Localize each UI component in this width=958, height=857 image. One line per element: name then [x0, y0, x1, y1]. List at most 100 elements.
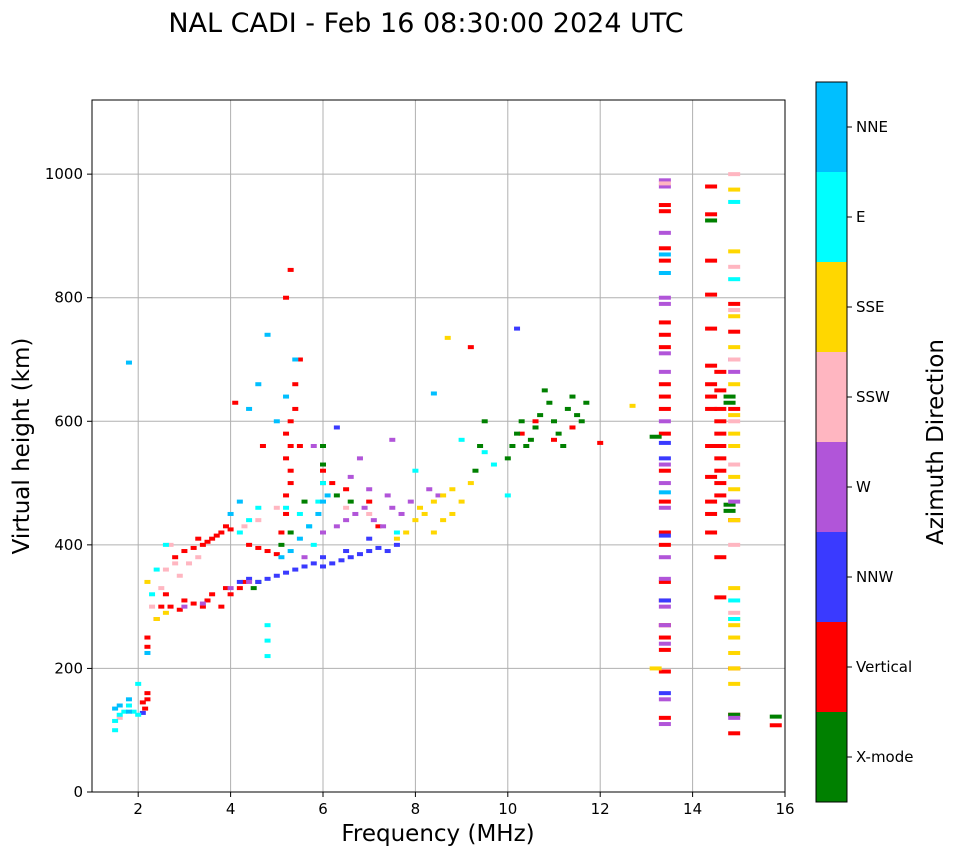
data-point — [658, 542, 671, 547]
data-point — [144, 691, 151, 696]
data-point — [320, 481, 326, 486]
data-point — [658, 499, 671, 504]
data-point — [728, 357, 741, 362]
series-ssw — [116, 172, 741, 720]
series-e — [112, 199, 741, 733]
data-point — [320, 530, 326, 535]
data-point — [658, 184, 671, 189]
data-point — [209, 536, 216, 541]
data-point — [149, 604, 156, 609]
data-point — [430, 499, 437, 504]
data-point — [728, 413, 741, 418]
data-point — [658, 230, 671, 235]
data-point — [658, 456, 671, 461]
data-point — [551, 419, 557, 424]
data-point — [384, 493, 391, 498]
data-point — [366, 499, 373, 504]
data-point — [481, 450, 488, 455]
data-point — [440, 518, 447, 523]
data-point — [204, 598, 211, 603]
data-point — [296, 511, 303, 516]
data-point — [723, 400, 736, 405]
data-point — [333, 493, 340, 498]
colorbar-label: Azimuth Direction — [923, 339, 949, 545]
plot-frame — [91, 99, 786, 793]
data-point — [658, 505, 671, 510]
data-point — [728, 301, 741, 306]
data-point — [407, 499, 414, 504]
data-point — [467, 481, 474, 486]
data-point — [658, 576, 671, 581]
data-point — [728, 617, 741, 621]
data-point — [658, 490, 671, 495]
data-point — [296, 536, 303, 541]
data-point — [352, 511, 359, 516]
data-point — [560, 444, 567, 448]
data-point — [236, 530, 243, 535]
y-tick-label: 800 — [54, 289, 83, 307]
data-point — [658, 697, 671, 702]
data-point — [264, 638, 271, 643]
data-point — [658, 419, 671, 424]
colorbar-frame — [815, 81, 848, 803]
x-axis-ticks: 2 4 6 8 10 12 14 16 — [133, 792, 795, 818]
data-point — [287, 549, 294, 554]
data-point — [333, 425, 340, 430]
data-point — [246, 576, 253, 581]
data-point — [283, 505, 290, 510]
data-point — [440, 493, 447, 498]
data-point — [320, 499, 326, 504]
data-point — [264, 332, 271, 337]
data-point — [315, 499, 322, 504]
data-point — [301, 564, 308, 569]
y-axis-label: Virtual height (km) — [9, 338, 35, 555]
data-point — [144, 635, 151, 640]
series-vertical — [139, 184, 782, 736]
data-point — [490, 462, 497, 467]
data-point — [255, 579, 262, 584]
x-tick-label: 12 — [591, 800, 610, 818]
colorbar-tick-label: X-mode — [856, 748, 913, 766]
data-point — [728, 715, 741, 720]
data-point — [728, 650, 741, 655]
data-point — [255, 518, 262, 523]
data-point — [218, 604, 225, 609]
data-point — [728, 731, 741, 736]
data-point — [728, 623, 741, 628]
data-point — [658, 252, 671, 257]
data-point — [728, 474, 741, 479]
data-point — [658, 406, 671, 411]
colorbar-segment — [816, 82, 847, 172]
data-point — [310, 444, 317, 448]
data-point — [320, 564, 326, 569]
data-point — [278, 555, 285, 560]
data-point — [153, 567, 160, 572]
data-point — [658, 722, 671, 727]
data-point — [347, 555, 354, 560]
data-point — [658, 647, 671, 652]
data-point — [292, 567, 299, 572]
data-point — [658, 369, 671, 374]
data-point — [273, 552, 280, 557]
data-point — [320, 462, 326, 467]
data-point — [389, 437, 396, 442]
data-point — [728, 712, 741, 717]
data-point — [158, 586, 165, 591]
data-point — [125, 360, 132, 365]
data-point — [714, 419, 727, 424]
colorbar-tick-label: W — [856, 478, 871, 496]
data-point — [162, 542, 169, 547]
data-point — [728, 345, 741, 350]
data-point — [283, 570, 290, 575]
data-point — [658, 181, 671, 186]
data-point — [186, 561, 193, 566]
data-point — [190, 601, 197, 606]
data-point — [458, 437, 465, 442]
data-point — [705, 530, 718, 535]
data-point — [199, 604, 206, 609]
data-point — [705, 394, 718, 399]
data-point — [301, 499, 308, 504]
data-point — [343, 505, 350, 510]
data-point — [306, 524, 313, 529]
data-point — [144, 579, 151, 584]
